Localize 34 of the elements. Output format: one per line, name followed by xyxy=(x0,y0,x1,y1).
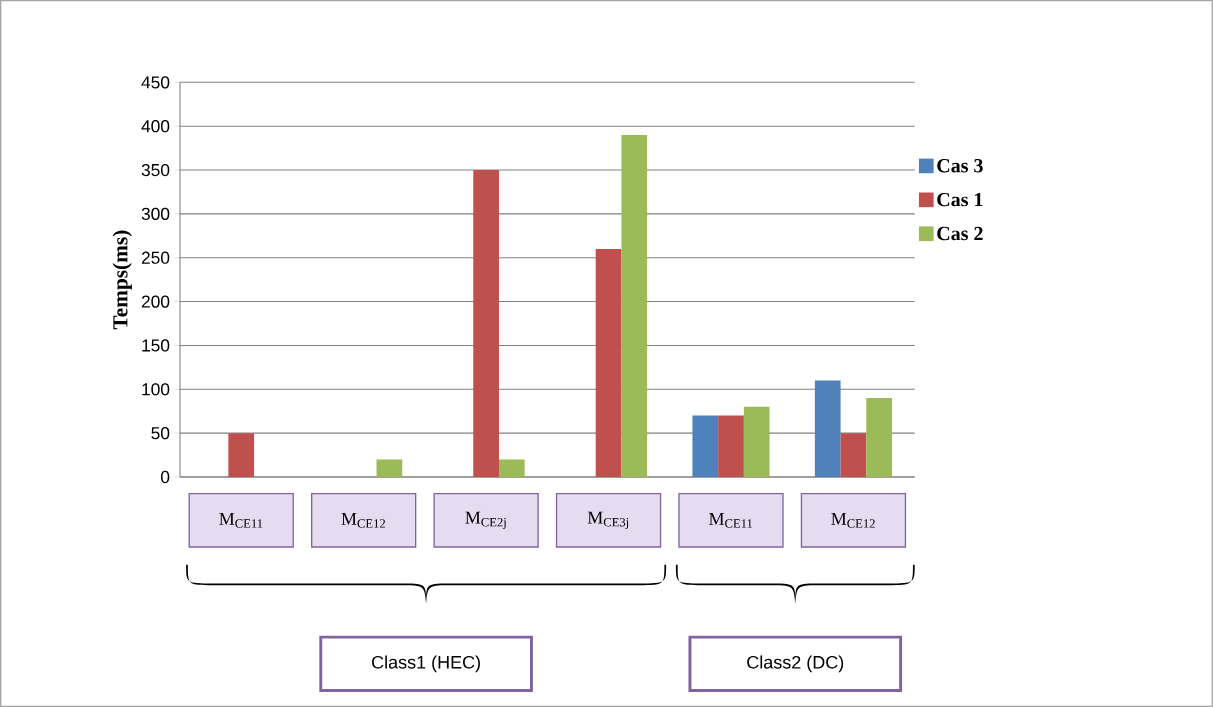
y-tick-label: 250 xyxy=(141,251,170,264)
y-tick-label: 200 xyxy=(141,295,170,308)
x-tick-label: M$_{CE3j}$ xyxy=(587,511,629,529)
bar xyxy=(376,459,403,477)
y-axis-title: Temps(ms) xyxy=(112,230,132,330)
legend-label: Cas 1 xyxy=(937,192,983,207)
y-tick-label: 150 xyxy=(142,339,170,352)
x-tick-label: M$_{CE12}$ xyxy=(341,512,385,528)
bar xyxy=(718,415,744,477)
text: Class1 (HEC) xyxy=(372,655,480,673)
y-tick-label: 50 xyxy=(151,427,170,440)
legend-label: Cas 2 xyxy=(937,226,983,241)
y-tick-label: 400 xyxy=(141,120,170,133)
bar xyxy=(473,170,499,477)
bar xyxy=(621,134,648,477)
y-tick-label: 100 xyxy=(142,383,170,396)
y-tick-label: 350 xyxy=(141,163,170,177)
y-tick-label: 0 xyxy=(160,470,170,484)
bar xyxy=(228,433,255,477)
text: Class2 (DC) xyxy=(747,655,844,673)
y-tick-label: 450 xyxy=(141,76,170,89)
bar xyxy=(840,433,867,477)
bar xyxy=(595,248,622,477)
x-tick-label: M$_{CE12}$ xyxy=(831,512,875,528)
bar xyxy=(814,380,841,477)
bar xyxy=(866,398,893,477)
x-tick-label: M$_{CE11}$ xyxy=(709,512,753,528)
x-tick-label: M$_{CE11}$ xyxy=(219,512,263,528)
bar xyxy=(692,415,719,477)
x-tick-label: M$_{CE2j}$ xyxy=(465,511,506,529)
bar xyxy=(498,459,525,477)
y-tick-label: 300 xyxy=(141,207,170,221)
legend-label: Cas 3 xyxy=(937,158,983,173)
bar xyxy=(743,406,770,477)
